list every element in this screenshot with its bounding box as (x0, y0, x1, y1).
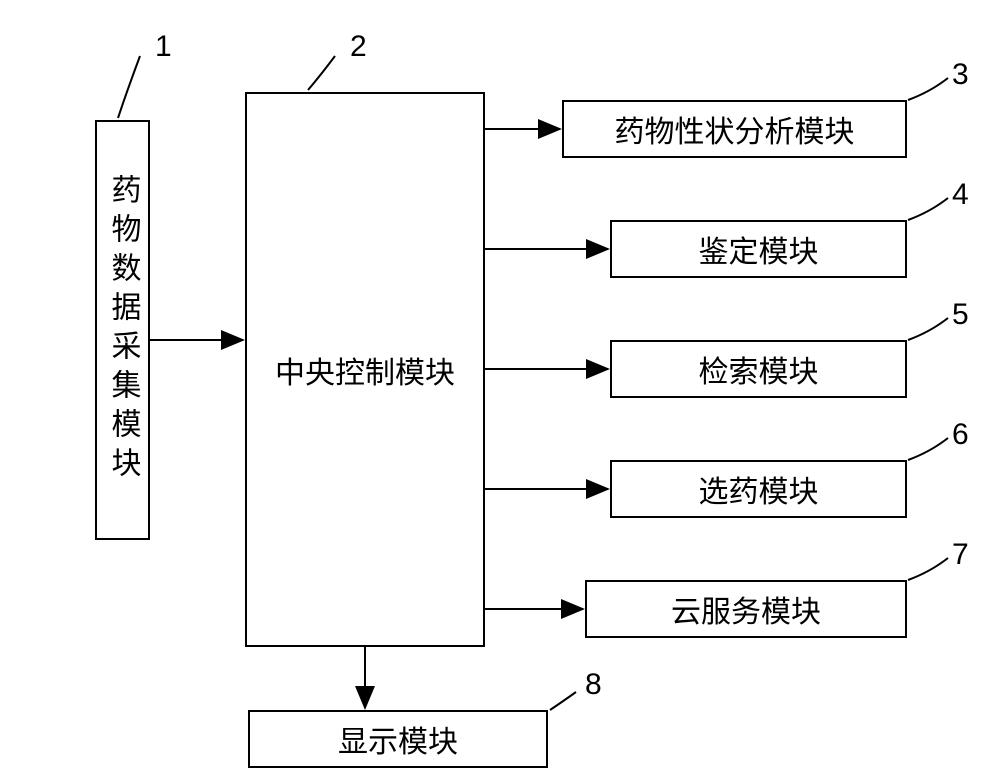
box-central-control: 中央控制模块 (245, 92, 485, 647)
label-7: 7 (952, 538, 969, 572)
box-drug-property-analysis: 药物性状分析模块 (562, 100, 907, 158)
box-label: 检索模块 (699, 347, 819, 391)
box-label: 药物数据采集模块 (101, 174, 145, 486)
box-identification: 鉴定模块 (610, 220, 907, 278)
leader-line (550, 692, 576, 710)
box-label: 鉴定模块 (699, 227, 819, 271)
box-retrieval: 检索模块 (610, 340, 907, 398)
leader-line (908, 198, 948, 220)
box-label: 显示模块 (338, 717, 458, 761)
label-4: 4 (952, 178, 969, 212)
leader-line (908, 318, 948, 340)
label-5: 5 (952, 298, 969, 332)
label-6: 6 (952, 418, 969, 452)
box-label: 药物性状分析模块 (615, 107, 855, 151)
box-drug-selection: 选药模块 (610, 460, 907, 518)
label-3: 3 (952, 58, 969, 92)
leader-line (908, 78, 948, 100)
leader-line (308, 56, 335, 90)
box-display: 显示模块 (248, 710, 548, 768)
label-1: 1 (155, 30, 172, 64)
label-8: 8 (585, 668, 602, 702)
box-label: 选药模块 (699, 467, 819, 511)
label-2: 2 (350, 30, 367, 64)
box-drug-data-collection: 药物数据采集模块 (95, 120, 150, 540)
box-label: 中央控制模块 (275, 348, 455, 392)
leader-line (908, 438, 948, 460)
box-label: 云服务模块 (671, 587, 821, 631)
leader-line (908, 558, 948, 580)
leader-line (118, 56, 140, 118)
box-cloud-service: 云服务模块 (585, 580, 907, 638)
